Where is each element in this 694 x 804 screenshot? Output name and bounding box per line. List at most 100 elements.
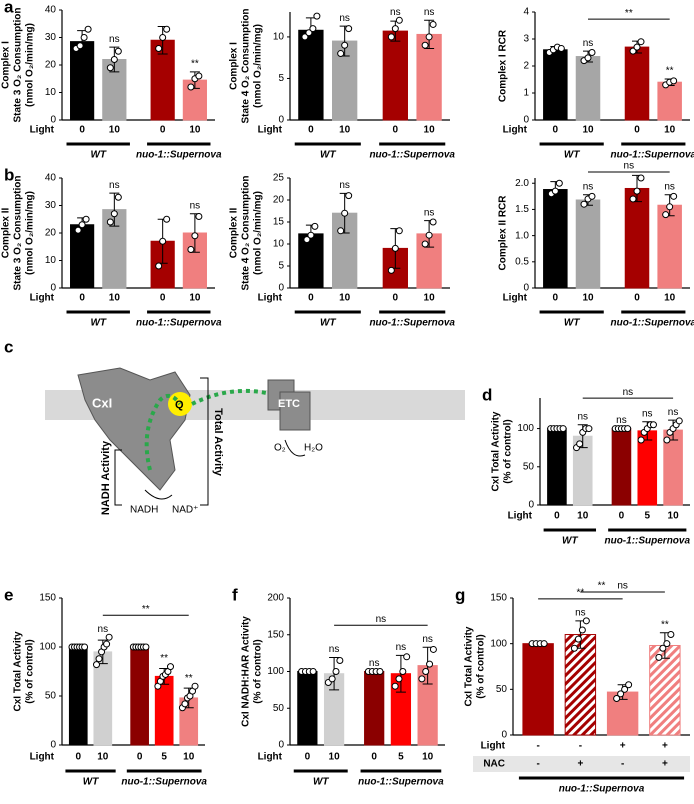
data-point [637, 436, 645, 444]
y-axis-label: State 4 O₂ Consumption [241, 8, 252, 123]
y-tick-label: 5 [278, 73, 284, 84]
x-tick-label: 0 [634, 125, 640, 136]
data-point [582, 617, 590, 625]
comparison-label: ** [625, 8, 633, 19]
data-point [557, 44, 565, 52]
y-tick-label: 1.0 [515, 230, 529, 241]
comparison-label: ns [376, 614, 387, 625]
y-tick-label: 10 [45, 87, 57, 98]
x-tick-label: 0 [137, 752, 143, 763]
x-tick-label: 10 [424, 125, 436, 136]
significance: ns [664, 181, 675, 192]
data-point [191, 682, 199, 690]
data-point [395, 227, 403, 235]
x-tick-label: 0 [553, 293, 559, 304]
y-axis-label: Complex I RCR [498, 29, 509, 102]
arrow [284, 439, 306, 457]
data-point [84, 25, 92, 33]
group-label: WT [562, 536, 578, 547]
data-point [578, 626, 586, 634]
quinone-label: Q [175, 399, 184, 411]
panel-letter: b [4, 165, 14, 184]
y-axis-label: (nmol O₂/min/mg) [25, 191, 36, 275]
data-point [93, 661, 101, 669]
data-point [341, 209, 349, 217]
y-axis-label: Complex II [1, 208, 12, 259]
bar [575, 56, 601, 121]
nadh-activity-label: NADH Activity [100, 440, 112, 515]
data-point [78, 221, 86, 229]
data-point [332, 668, 340, 675]
x-tick-label: + [662, 741, 668, 752]
data-point [376, 668, 384, 675]
data-point [181, 700, 189, 708]
data-point [395, 16, 403, 24]
data-point [187, 83, 195, 91]
y-tick-label: 10 [273, 32, 285, 43]
significance: ns [577, 411, 588, 422]
data-point [195, 213, 203, 220]
y-axis-label: CxI Total Activity [464, 626, 475, 706]
data-point [391, 244, 399, 252]
y-axis-label: (nmol O₂/min/mg) [253, 24, 264, 108]
comparison-label: ** [576, 587, 584, 598]
x-tick-label: 10 [109, 293, 121, 304]
row-label: Light [508, 511, 533, 522]
bar [522, 643, 554, 736]
chart: Complex II RCR 0 0.5 1.0 1.5 2.0 0 ns 10 0 ns 10 Lig… [498, 161, 694, 329]
group-label: WT [320, 318, 336, 329]
bar [657, 81, 682, 121]
significance: ** [160, 653, 168, 664]
group-label: WT [564, 150, 580, 161]
chart: Complex I RCR 0 1 2 3 4 0 ns 10 0 ** 10 Light WT nuo-1… [498, 7, 694, 161]
y-tick-label: 20 [273, 195, 285, 206]
comparison-label: ns [624, 161, 635, 172]
data-point [95, 655, 103, 663]
data-point [345, 25, 353, 33]
data-point [585, 425, 593, 433]
x-tick-label: 0 [393, 125, 399, 136]
y-tick-label: 0 [278, 740, 284, 751]
group-label: nuo-1::Supernova [136, 318, 222, 329]
data-point [637, 174, 645, 182]
y-tick-label: 10 [273, 239, 285, 250]
x-tick-label: 10 [422, 752, 434, 763]
data-point [166, 663, 174, 671]
x-tick-label: 0 [308, 293, 314, 304]
x-tick-label: 10 [339, 125, 351, 136]
data-point [336, 656, 344, 664]
y-tick-label: 0 [278, 283, 284, 294]
y-axis-label: State 3 O₂ Consumption [13, 7, 24, 122]
y-tick-label: 0.5 [515, 256, 529, 267]
y-axis-label: Complex I [1, 41, 12, 89]
data-point [187, 246, 195, 253]
bar [575, 199, 601, 289]
significance: ns [369, 658, 380, 669]
row-label: Light [258, 752, 283, 763]
data-point [114, 193, 122, 201]
row-background [473, 756, 690, 772]
data-point [337, 50, 345, 58]
data-point [559, 425, 567, 433]
bar [543, 189, 568, 289]
x-tick-label: 5 [644, 511, 650, 522]
data-point [399, 668, 407, 675]
data-point [584, 54, 592, 62]
x-tick-label: 10 [577, 511, 589, 522]
significance: ns [390, 7, 401, 18]
water-label: H₂O [304, 443, 323, 454]
data-point [80, 34, 88, 41]
y-tick-label: 40 [45, 5, 57, 16]
data-point [629, 195, 637, 203]
data-point [307, 231, 315, 239]
bar [564, 634, 597, 736]
significance: ns [575, 607, 586, 618]
data-point [387, 33, 395, 41]
y-tick-label: 40 [45, 173, 57, 184]
x-tick-label: 0 [371, 752, 377, 763]
error-bar [109, 192, 120, 227]
data-point [305, 29, 313, 37]
bar [624, 187, 650, 289]
significance: ns [98, 624, 109, 635]
data-point [313, 12, 321, 20]
